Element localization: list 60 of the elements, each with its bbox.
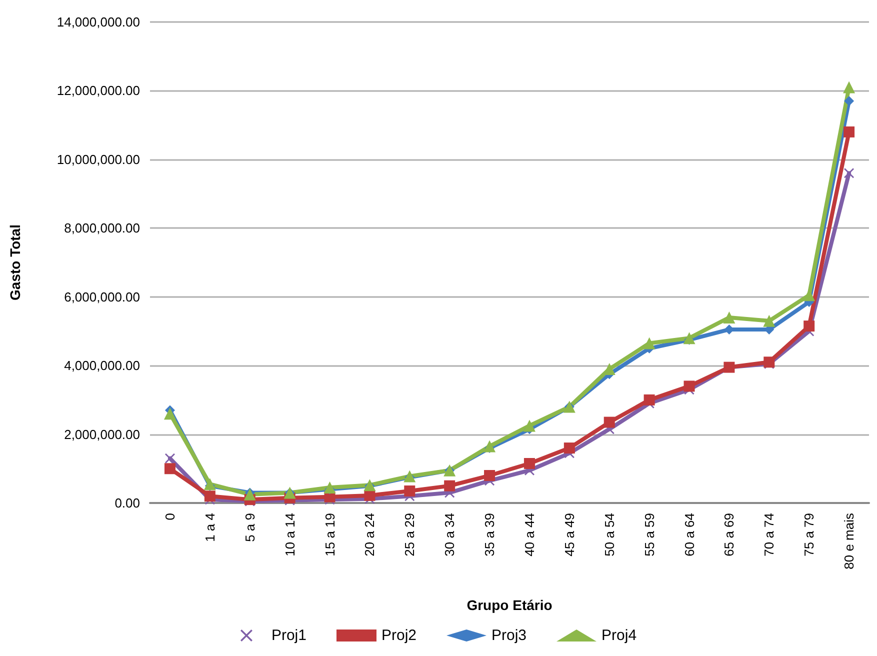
y-axis-title: Gasto Total xyxy=(7,224,23,300)
point xyxy=(723,311,736,324)
point xyxy=(763,314,776,327)
point xyxy=(324,482,336,494)
point xyxy=(684,380,695,392)
point xyxy=(523,420,536,432)
y-tick-label: 2,000,000.00 xyxy=(64,426,140,442)
x-tick-label: 60 a 64 xyxy=(682,513,697,556)
point xyxy=(484,440,496,452)
x-tick-label: 0 xyxy=(162,513,178,520)
legend-label: Proj1 xyxy=(271,627,306,644)
legend-label: Proj4 xyxy=(602,627,637,644)
legend-label: Proj2 xyxy=(381,627,417,644)
x-tick-label: 20 a 24 xyxy=(362,513,378,556)
x-tick-label: 70 a 74 xyxy=(762,513,777,556)
legend-label: Proj3 xyxy=(492,627,527,644)
point xyxy=(164,408,176,420)
point xyxy=(164,463,176,474)
point xyxy=(604,416,615,428)
x-tick-label: 25 a 29 xyxy=(402,513,418,556)
x-tick-label: 50 a 54 xyxy=(602,513,617,556)
x-tick-label: 30 a 34 xyxy=(442,513,458,556)
point xyxy=(404,485,416,496)
x-tick-label: 15 a 19 xyxy=(322,513,338,556)
point xyxy=(524,458,535,469)
point xyxy=(844,126,855,138)
x-tick-label: 55 a 59 xyxy=(642,513,657,556)
y-tick-label: 12,000,000.00 xyxy=(56,83,140,98)
y-tick-label: 14,000,000.00 xyxy=(56,14,140,30)
x-tick-label: 1 a 4 xyxy=(202,513,218,542)
x-tick-label: 75 a 79 xyxy=(802,513,817,556)
x-tick-label: 10 a 14 xyxy=(282,513,298,556)
point xyxy=(364,490,376,501)
point xyxy=(804,320,815,332)
x-axis-title: Grupo Etário xyxy=(466,597,552,613)
point xyxy=(164,453,175,464)
y-tick-label: 0.00 xyxy=(114,496,140,510)
x-tick-label: 35 a 39 xyxy=(482,513,498,556)
x-tick-label: 5 a 9 xyxy=(242,513,258,542)
point xyxy=(564,442,575,454)
point xyxy=(484,470,496,482)
point xyxy=(244,488,256,500)
point xyxy=(643,337,656,350)
point xyxy=(204,478,216,490)
point xyxy=(204,490,216,502)
x-tick-label: 45 a 49 xyxy=(562,513,577,556)
point xyxy=(644,394,655,406)
y-tick-label: 4,000,000.00 xyxy=(64,358,140,374)
x-tick-label: 80 e mais xyxy=(842,512,857,570)
x-tick-label: 40 a 44 xyxy=(522,513,537,556)
point xyxy=(843,81,856,94)
x-tick-label: 65 a 69 xyxy=(722,513,737,556)
point xyxy=(844,168,854,178)
point xyxy=(603,363,616,376)
point xyxy=(683,332,696,344)
point xyxy=(844,96,854,106)
y-tick-label: 8,000,000.00 xyxy=(64,220,140,236)
y-tick-label: 10,000,000.00 xyxy=(56,152,140,167)
y-tick-label: 6,000,000.00 xyxy=(64,289,140,304)
point xyxy=(444,480,456,492)
